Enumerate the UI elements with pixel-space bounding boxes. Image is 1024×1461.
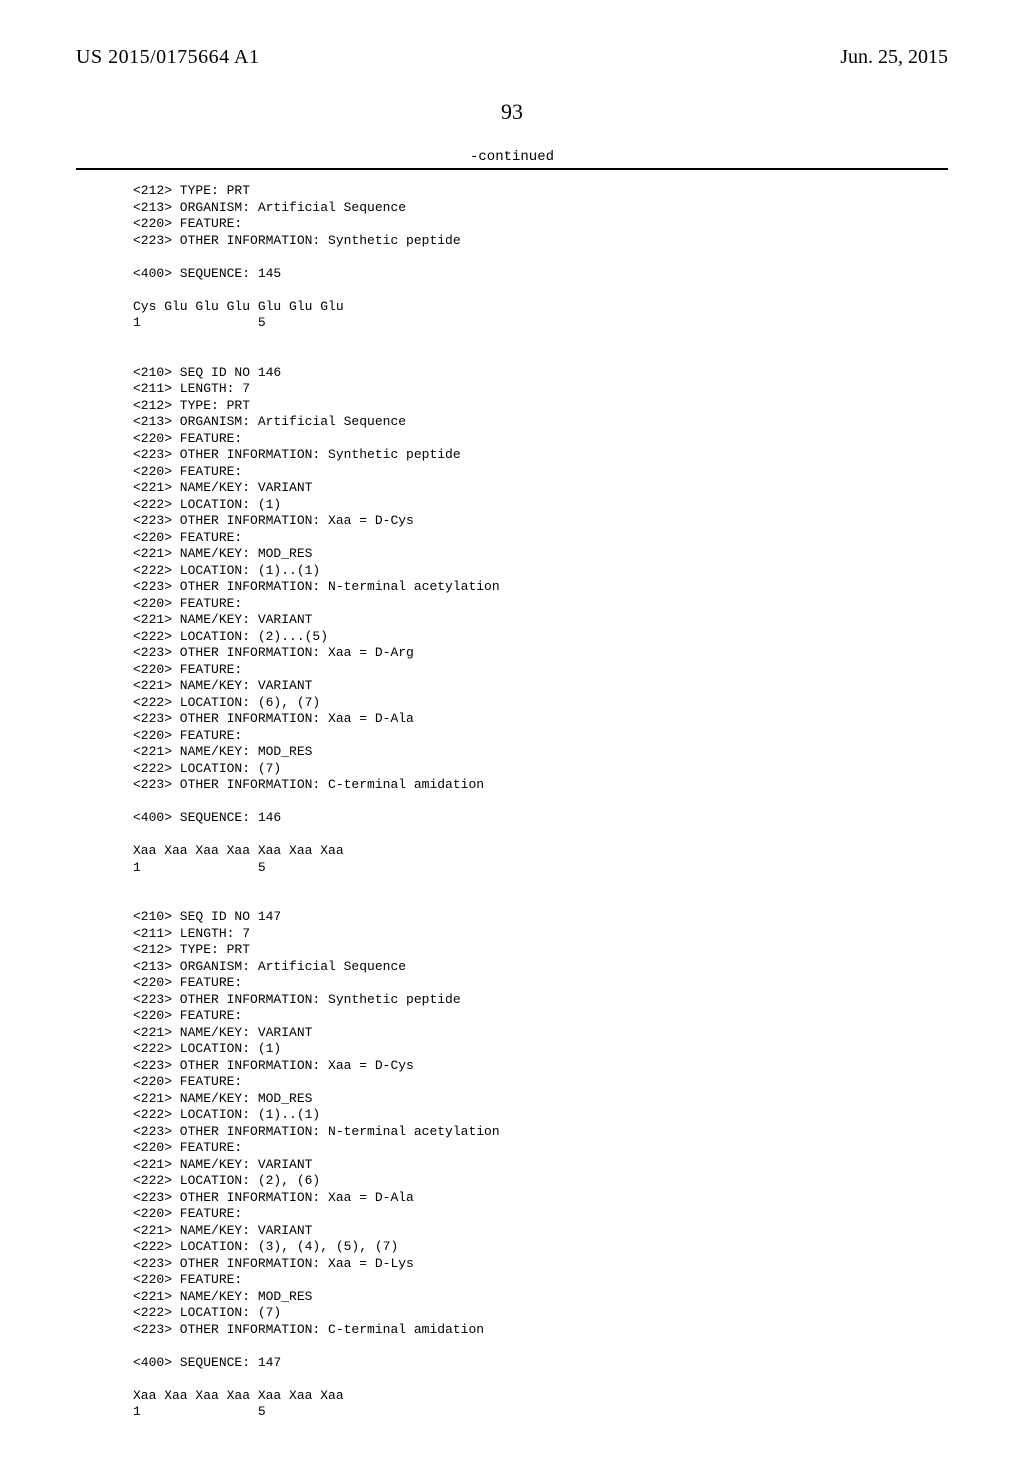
page-header: US 2015/0175664 A1 Jun. 25, 2015 (76, 46, 948, 69)
patent-page: US 2015/0175664 A1 Jun. 25, 2015 93 -con… (0, 0, 1024, 1461)
page-number: 93 (76, 99, 948, 125)
publication-date: Jun. 25, 2015 (840, 46, 948, 69)
continued-label: -continued (76, 149, 948, 165)
divider-top (76, 168, 948, 170)
publication-number: US 2015/0175664 A1 (76, 46, 259, 69)
sequence-listing: <212> TYPE: PRT <213> ORGANISM: Artifici… (133, 183, 948, 1421)
